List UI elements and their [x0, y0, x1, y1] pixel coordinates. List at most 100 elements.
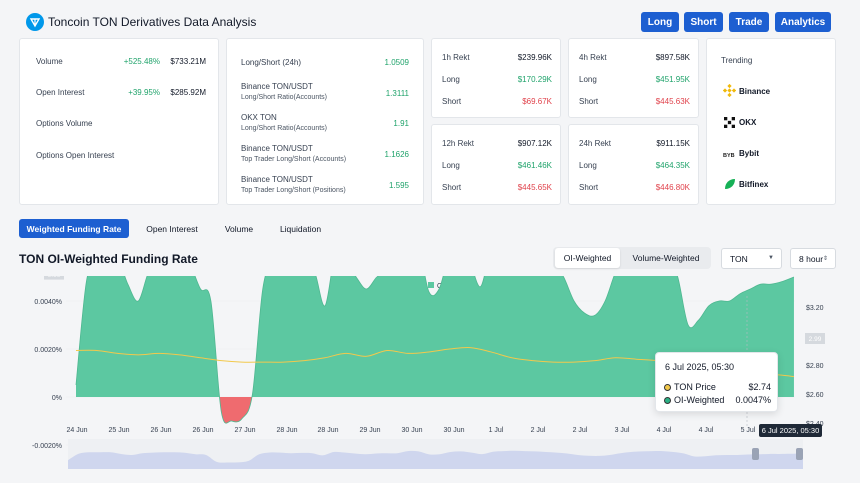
binance-ls-value: 1.3111: [385, 89, 409, 98]
oi-change: +39.95%: [128, 88, 160, 97]
tooltip-price-label: TON Price: [674, 382, 716, 392]
tooltip-oi-value: 0.0047%: [735, 395, 771, 405]
chart-title: TON OI-Weighted Funding Rate: [19, 252, 198, 266]
oi-weighted-toggle[interactable]: OI-Weighted: [555, 248, 620, 268]
x-tick-label: 4 Jul: [699, 427, 714, 434]
svg-text:BYB: BYB: [723, 153, 735, 159]
rekt-24h-long: $464.35K: [655, 161, 690, 170]
range-handle-right: [796, 448, 803, 460]
binance-top-accounts-value: 1.1626: [384, 150, 409, 159]
trending-okx[interactable]: OKX: [739, 118, 757, 127]
okx-icon: [723, 116, 736, 129]
x-tick-label: 30 Jun: [401, 427, 422, 434]
range-handle-left: [752, 448, 759, 460]
y-right-tick: $2.80: [806, 363, 824, 370]
volume-weighted-toggle[interactable]: Volume-Weighted: [632, 253, 700, 263]
rekt-12h-short: $445.65K: [517, 183, 552, 192]
volume-label: Volume: [36, 57, 63, 66]
rekt-4h-total: $897.58K: [655, 53, 690, 62]
y-left-tick: 0%: [52, 395, 62, 402]
rekt-1h-short-label: Short: [442, 97, 462, 106]
oi-label: Open Interest: [36, 88, 85, 97]
chart-tooltip: 6 Jul 2025, 05:30 TON Price $2.74 OI-Wei…: [655, 352, 778, 412]
long-button[interactable]: Long: [641, 12, 679, 32]
y-left-tick: 0.0040%: [34, 299, 62, 306]
volume-value: $733.21M: [170, 57, 206, 66]
x-tick-label: 4 Jul: [657, 427, 672, 434]
tab-open-interest[interactable]: Open Interest: [146, 223, 198, 234]
rekt-1h-long: $170.29K: [517, 75, 552, 84]
range-navigator-area: [68, 450, 803, 469]
okx-ls-value: 1.91: [393, 119, 409, 128]
tooltip-price-value: $2.74: [748, 382, 771, 392]
options-volume-label: Options Volume: [36, 119, 93, 128]
x-tick-label: 30 Jun: [443, 427, 464, 434]
rekt-4h-long-label: Long: [579, 75, 597, 84]
x-tick-label: 2 Jul: [531, 427, 546, 434]
ls-24h-label: Long/Short (24h): [241, 58, 302, 67]
rekt-24h-title: 24h Rekt: [579, 139, 612, 148]
bybit-icon: BYB: [723, 148, 736, 161]
volume-change: +525.48%: [123, 57, 160, 66]
trending-bybit[interactable]: Bybit: [739, 149, 759, 158]
chevron-down-icon: ▼: [768, 255, 774, 261]
interval-select-value: 8 hour: [799, 254, 824, 264]
top-bar: Toncoin TON Derivatives Data Analysis Lo…: [0, 0, 860, 40]
okx-ls-label: OKX TON Long/Short Ratio(Accounts): [241, 113, 327, 132]
tooltip-oi-label: OI-Weighted: [674, 395, 725, 405]
y-right-tick: $2.60: [806, 392, 824, 399]
x-tick-label: 27 Jun: [234, 427, 255, 434]
rekt-24h-total: $911.15K: [656, 139, 690, 148]
rekt-4h-short-label: Short: [579, 97, 599, 106]
x-tick-label: 5 Jul: [741, 427, 756, 434]
legend-swatch-oi: [428, 282, 434, 288]
x-tick-label: 26 Jun: [192, 427, 213, 434]
interval-select[interactable]: 8 hour ⇕: [790, 248, 836, 269]
bitfinex-icon: [723, 178, 736, 191]
x-tick-label: 24 Jun: [66, 427, 87, 434]
rekt-12h-title: 12h Rekt: [442, 139, 475, 148]
tooltip-oi-row: OI-Weighted 0.0047%: [664, 395, 771, 405]
trending-card: Trending Binance OKX BYB Bybit Bitfinex: [706, 38, 836, 205]
x-tick-label: 29 Jun: [359, 427, 380, 434]
analytics-button[interactable]: Analytics: [775, 12, 831, 32]
binance-top-accounts-label: Binance TON/USDT Top Trader Long/Short (A…: [241, 144, 347, 163]
right-marker: 2.99: [809, 336, 822, 343]
reference-label-bg: [44, 276, 64, 280]
page-title: Toncoin TON Derivatives Data Analysis: [48, 15, 257, 29]
binance-icon: [722, 83, 737, 98]
reference-label: 0.00: [48, 276, 61, 279]
oi-value: $285.92M: [170, 88, 206, 97]
rekt-1h-title: 1h Rekt: [442, 53, 470, 62]
trending-bitfinex[interactable]: Bitfinex: [739, 180, 769, 189]
rekt-1h-total: $239.96K: [517, 53, 552, 62]
long-short-card: Long/Short (24h) 1.0509 Binance TON/USDT…: [226, 38, 424, 205]
binance-top-positions-value: 1.595: [388, 181, 409, 190]
binance-ls-label: Binance TON/USDT Long/Short Ratio(Account…: [241, 82, 327, 101]
rekt-4h-long: $451.95K: [655, 75, 690, 84]
trending-binance[interactable]: Binance: [739, 87, 771, 96]
volume-oi-card: Volume +525.48% $733.21M Open Interest +…: [19, 38, 219, 205]
x-tick-label: 28 Jun: [317, 427, 338, 434]
y-left-tick: -0.0020%: [32, 443, 62, 450]
y-left-tick: 0.0020%: [34, 347, 62, 354]
tab-volume[interactable]: Volume: [224, 223, 254, 234]
tab-liquidation[interactable]: Liquidation: [279, 223, 322, 234]
x-tick-label: 25 Jun: [108, 427, 129, 434]
funding-rate-chart[interactable]: TON PriceOI-Weighted0.0080%0.0060%0.0040…: [0, 276, 860, 483]
rekt-4h-card: 4h Rekt $897.58K Long $451.95K Short $44…: [568, 38, 699, 118]
tooltip-date: 6 Jul 2025, 05:30: [665, 362, 735, 372]
tab-weighted-funding-rate[interactable]: Weighted Funding Rate: [19, 219, 129, 238]
short-button[interactable]: Short: [684, 12, 723, 32]
rekt-12h-long: $461.46K: [517, 161, 552, 170]
rekt-1h-long-label: Long: [442, 75, 460, 84]
trade-button[interactable]: Trade: [729, 12, 769, 32]
x-tick-label: 26 Jun: [150, 427, 171, 434]
rekt-1h-card: 1h Rekt $239.96K Long $170.29K Short $69…: [431, 38, 561, 118]
rekt-24h-long-label: Long: [579, 161, 597, 170]
rekt-24h-short: $446.80K: [655, 183, 690, 192]
binance-top-positions-label: Binance TON/USDT Top Trader Long/Short (P…: [241, 175, 346, 194]
price-dot-icon: [664, 384, 671, 391]
coin-select[interactable]: TON ▼: [721, 248, 782, 269]
rekt-4h-title: 4h Rekt: [579, 53, 607, 62]
